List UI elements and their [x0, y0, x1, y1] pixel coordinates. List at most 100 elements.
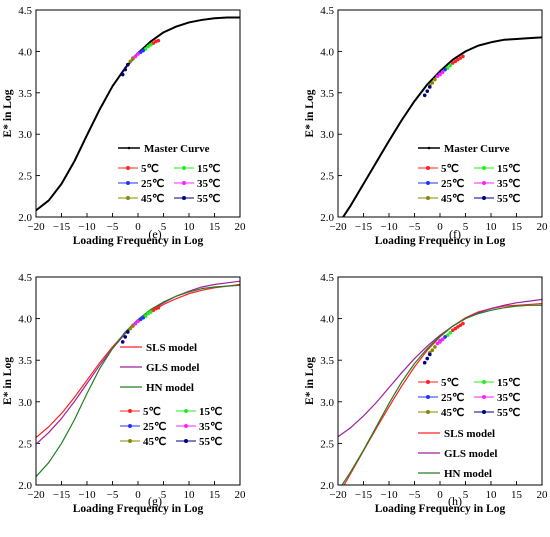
legend-marker	[426, 380, 430, 384]
data-point	[445, 333, 450, 338]
data-point	[438, 340, 442, 344]
legend-marker	[427, 146, 431, 150]
x-axis-label: Loading Frequency in Log	[375, 235, 506, 247]
data-point	[440, 70, 445, 74]
x-tick-label: 15	[209, 489, 221, 501]
legend-label: 15℃	[497, 377, 520, 389]
x-tick-label: 15	[511, 221, 523, 233]
legend-marker	[126, 181, 130, 185]
x-tick-label: −20	[27, 221, 45, 233]
data-point	[428, 352, 432, 357]
x-tick-label: 20	[537, 489, 549, 501]
x-tick-label: −10	[380, 221, 398, 233]
x-tick-label: −15	[53, 221, 71, 233]
data-point	[422, 93, 427, 98]
x-tick-label: 10	[486, 489, 498, 501]
data-point	[120, 340, 125, 344]
x-tick-label: 5	[463, 489, 469, 501]
data-point	[430, 348, 435, 353]
x-tick-label: 0	[135, 221, 141, 233]
legend-label: 35℃	[199, 421, 222, 433]
legend-label: 5℃	[441, 377, 459, 389]
legend-label: 15℃	[497, 163, 520, 175]
x-tick-label: 5	[161, 489, 167, 501]
x-tick-label: −20	[27, 489, 45, 501]
legend-marker	[426, 166, 430, 170]
plot-frame	[35, 276, 241, 486]
data-point	[148, 310, 153, 314]
plot-frame	[35, 9, 241, 218]
y-tick-label: 3.5	[18, 88, 32, 100]
data-point	[450, 328, 455, 333]
legend-label: Master Curve	[144, 143, 210, 155]
legend-marker	[128, 424, 132, 428]
chart-panel: −20 −15 −10 −5 0 5 10 15 20 2.0 2.5 3.0 3.5 4.0 4.5 Loa…	[304, 272, 548, 515]
data-point	[448, 63, 453, 68]
data-point	[445, 66, 450, 70]
data-point	[461, 321, 465, 326]
y-tick-label: 4.0	[18, 314, 32, 326]
legend-marker	[482, 395, 486, 399]
panel-label: (g)	[148, 494, 162, 508]
legend-label: SLS model	[444, 428, 495, 440]
data-point	[131, 324, 135, 328]
x-tick-label: 5	[463, 221, 469, 233]
data-point	[146, 311, 150, 316]
legend-label: 45℃	[143, 436, 166, 448]
data-point	[136, 319, 140, 323]
x-axis-label: Loading Frequency in Log	[73, 235, 204, 247]
legend-label: 35℃	[497, 178, 520, 190]
data-point	[461, 54, 465, 59]
data-point	[146, 44, 150, 49]
plot-area	[338, 298, 542, 485]
data-point	[143, 314, 148, 318]
data-point	[425, 356, 430, 361]
x-tick-label: −5	[107, 221, 119, 233]
data-point	[123, 67, 128, 72]
data-point	[430, 81, 435, 85]
y-tick-label: 2.0	[320, 480, 334, 492]
panel-label: (h)	[448, 494, 462, 508]
legend-marker	[126, 166, 130, 170]
x-tick-label: 5	[161, 221, 167, 233]
x-tick-label: 20	[235, 221, 247, 233]
y-tick-label: 2.0	[18, 480, 32, 492]
legend-label: 25℃	[141, 178, 164, 190]
data-point	[128, 326, 133, 331]
legend-marker	[426, 410, 430, 414]
data-point	[133, 54, 138, 59]
data-point	[456, 325, 460, 329]
x-tick-label: 15	[209, 221, 221, 233]
y-tick-label: 3.0	[320, 129, 334, 141]
legend: Master Curve 5℃ 15℃ 25℃ 35℃ 45℃ 55℃	[118, 143, 220, 205]
data-point	[438, 72, 442, 77]
legend-label: 45℃	[441, 407, 464, 419]
y-tick-label: 3.0	[18, 397, 32, 409]
x-tick-label: 15	[511, 489, 523, 501]
legend-label: 55℃	[497, 407, 520, 419]
legend-label: 45℃	[141, 193, 164, 205]
data-point	[458, 323, 463, 328]
data-point	[128, 59, 133, 64]
x-tick-label: −5	[409, 489, 421, 501]
data-point	[456, 57, 460, 62]
x-tick-label: 10	[486, 221, 498, 233]
x-tick-label: 20	[537, 221, 549, 233]
y-tick-label: 3.5	[18, 355, 32, 367]
panel-label: (e)	[148, 227, 161, 241]
data-point	[131, 57, 135, 61]
x-tick-label: 20	[235, 489, 247, 501]
legend-marker	[426, 196, 430, 200]
legend-label: SLS model	[146, 342, 197, 354]
x-axis-label: Loading Frequency in Log	[375, 503, 506, 515]
data-point	[422, 360, 427, 365]
chart-panel: −20 −15 −10 −5 0 5 10 15 20 2.0 2.5 3.0 3.5 4.0 4.5 Loa…	[2, 272, 246, 515]
y-tick-label: 4.5	[18, 5, 32, 17]
y-tick-label: 4.0	[18, 46, 32, 58]
data-point	[143, 47, 148, 51]
x-tick-label: −15	[355, 489, 373, 501]
data-point	[151, 308, 156, 313]
x-tick-label: −5	[409, 221, 421, 233]
data-point	[123, 335, 128, 339]
